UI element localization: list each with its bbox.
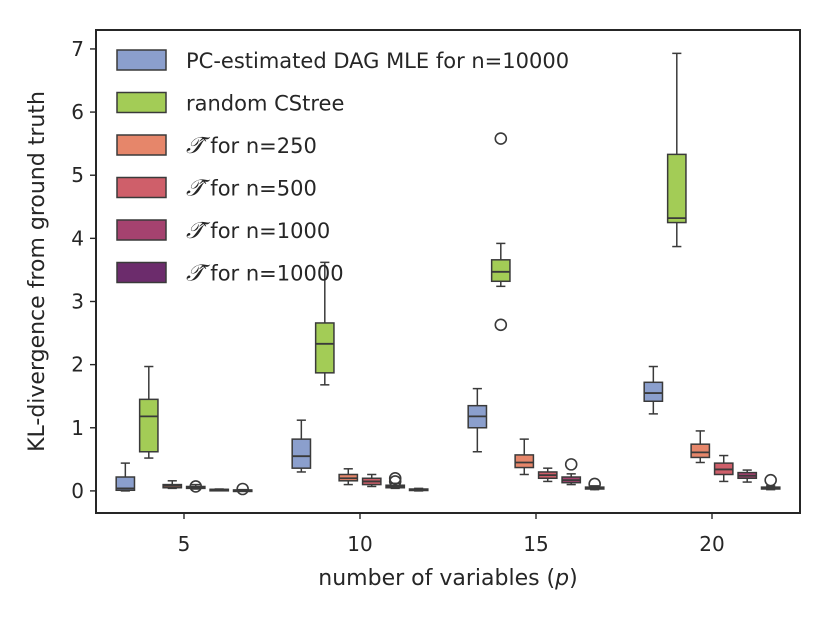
outlier-point [564, 458, 578, 471]
legend-label-text: PC-estimated DAG MLE for n=10000 [186, 49, 569, 73]
outlier-point [388, 475, 402, 488]
legend-label-text: for n=500 [204, 177, 317, 201]
legend-swatch [116, 49, 167, 71]
series-5 [209, 458, 758, 492]
legend-label-text: for n=1000 [204, 219, 331, 243]
y-tick-label: 1 [71, 416, 84, 440]
box [690, 443, 711, 459]
outlier-point [588, 477, 601, 491]
box [291, 438, 312, 469]
x-tick-label: 10 [347, 532, 372, 556]
y-tick-label: 3 [71, 289, 84, 313]
y-tick-label: 0 [71, 479, 84, 503]
y-tick-label: 7 [71, 37, 84, 61]
x-tick-label: 5 [178, 532, 191, 556]
series-1 [115, 365, 664, 492]
series-2 [138, 52, 687, 459]
legend-label: PC-estimated DAG MLE for n=10000 [186, 49, 569, 73]
legend-label-text: for n=10000 [204, 262, 344, 286]
legend-swatch [116, 219, 167, 241]
series-6 [232, 473, 781, 496]
x-tick-label: 15 [523, 532, 548, 556]
plot-area [115, 52, 781, 496]
box [314, 322, 335, 374]
legend-item: PC-estimated DAG MLE for n=10000 [116, 49, 569, 73]
outlier-point [494, 318, 508, 332]
y-tick-label: 6 [71, 100, 84, 124]
x-axis-label-prefix: number of variables ( [318, 566, 555, 591]
x-axis-label-suffix: ) [569, 566, 578, 591]
outlier-point [388, 471, 402, 485]
box [666, 153, 687, 224]
x-axis-label-variable: p [554, 566, 569, 591]
legend-label: 𝒯̂ for n=10000 [186, 261, 344, 287]
legend-item: 𝒯̂ for n=500 [116, 176, 317, 202]
outlier-point [189, 480, 203, 493]
outlier-point [764, 473, 777, 487]
legend-label-text: random CStree [186, 92, 344, 116]
y-tick-label: 4 [71, 226, 84, 250]
legend-item: 𝒯̂ for n=10000 [116, 261, 344, 287]
legend-swatch [116, 134, 167, 156]
series-3 [162, 430, 711, 490]
axes-frame [95, 29, 801, 514]
legend-item: 𝒯̂ for n=1000 [116, 218, 330, 244]
box [115, 476, 136, 492]
outlier-point [236, 482, 249, 496]
box [643, 381, 664, 402]
legend-item: 𝒯̂ for n=250 [116, 133, 317, 159]
legend-swatch [116, 91, 167, 114]
legend-label-text: for n=250 [204, 134, 317, 158]
box [138, 398, 159, 453]
box [514, 454, 535, 469]
y-tick-label: 2 [71, 353, 84, 377]
x-tick-label: 20 [699, 532, 724, 556]
legend-item: random CStree [116, 91, 344, 116]
x-axis-label: number of variables (p) [318, 566, 577, 591]
outlier-point [494, 132, 508, 145]
y-axis-ticks: 0 1 2 3 4 5 6 7 [71, 37, 96, 503]
box [490, 259, 511, 283]
x-axis-ticks: 5 10 15 20 [178, 513, 725, 556]
legend-label: 𝒯̂ for n=1000 [186, 218, 330, 244]
legend-label: random CStree [186, 92, 344, 116]
legend-label: 𝒯̂ for n=500 [186, 176, 317, 202]
y-axis-label: KL-divergence from ground truth [25, 91, 50, 452]
y-tick-label: 5 [71, 163, 84, 187]
legend-label: 𝒯̂ for n=250 [186, 133, 317, 159]
legend-swatch [116, 176, 167, 199]
legend: PC-estimated DAG MLE for n=10000 random C… [116, 49, 569, 287]
series-4 [185, 454, 734, 493]
legend-swatch [116, 261, 167, 284]
